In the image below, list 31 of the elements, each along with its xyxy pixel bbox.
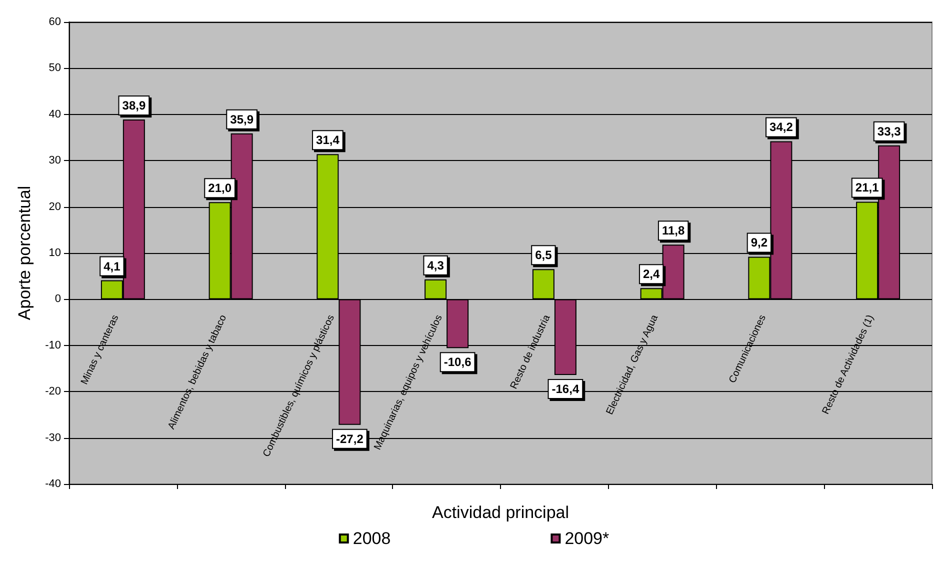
y-tick-label: 40 <box>48 108 61 120</box>
y-tick-label: 30 <box>48 154 61 167</box>
y-tick-label: 0 <box>54 293 61 306</box>
data-label: 11,8 <box>662 224 685 238</box>
y-tick-label: 50 <box>48 62 61 74</box>
data-label: 35,9 <box>230 112 254 126</box>
y-tick-label: 20 <box>48 200 61 213</box>
data-label: -16,4 <box>552 382 580 396</box>
data-label: 9,2 <box>750 236 768 250</box>
data-label: 2,4 <box>642 267 660 282</box>
data-label: -10,6 <box>444 355 472 370</box>
y-tick-label: 60 <box>48 16 61 28</box>
data-label: 34,2 <box>770 120 794 134</box>
y-tick-label: -40 <box>45 478 61 490</box>
data-label: 4,3 <box>427 258 444 272</box>
y-tick-label: -30 <box>45 432 61 444</box>
y-tick-label: -20 <box>45 386 61 398</box>
y-tick-label: -10 <box>45 339 61 352</box>
data-label: 21,1 <box>855 180 880 195</box>
y-axis-title: Aporte porcentual <box>15 186 34 320</box>
legend-label: 2009* <box>564 529 610 548</box>
legend-label: 2008 <box>352 529 391 548</box>
data-label: 38,9 <box>122 98 146 112</box>
x-axis-title: Actividad principal <box>432 503 570 522</box>
data-label: 21,0 <box>208 181 232 196</box>
y-tick-label: 10 <box>48 247 61 259</box>
data-label: 33,3 <box>877 124 902 138</box>
data-label: 6,5 <box>535 248 552 262</box>
data-label: 4,1 <box>104 259 121 274</box>
data-label: 31,4 <box>316 133 340 148</box>
data-label: -27,2 <box>336 432 364 446</box>
